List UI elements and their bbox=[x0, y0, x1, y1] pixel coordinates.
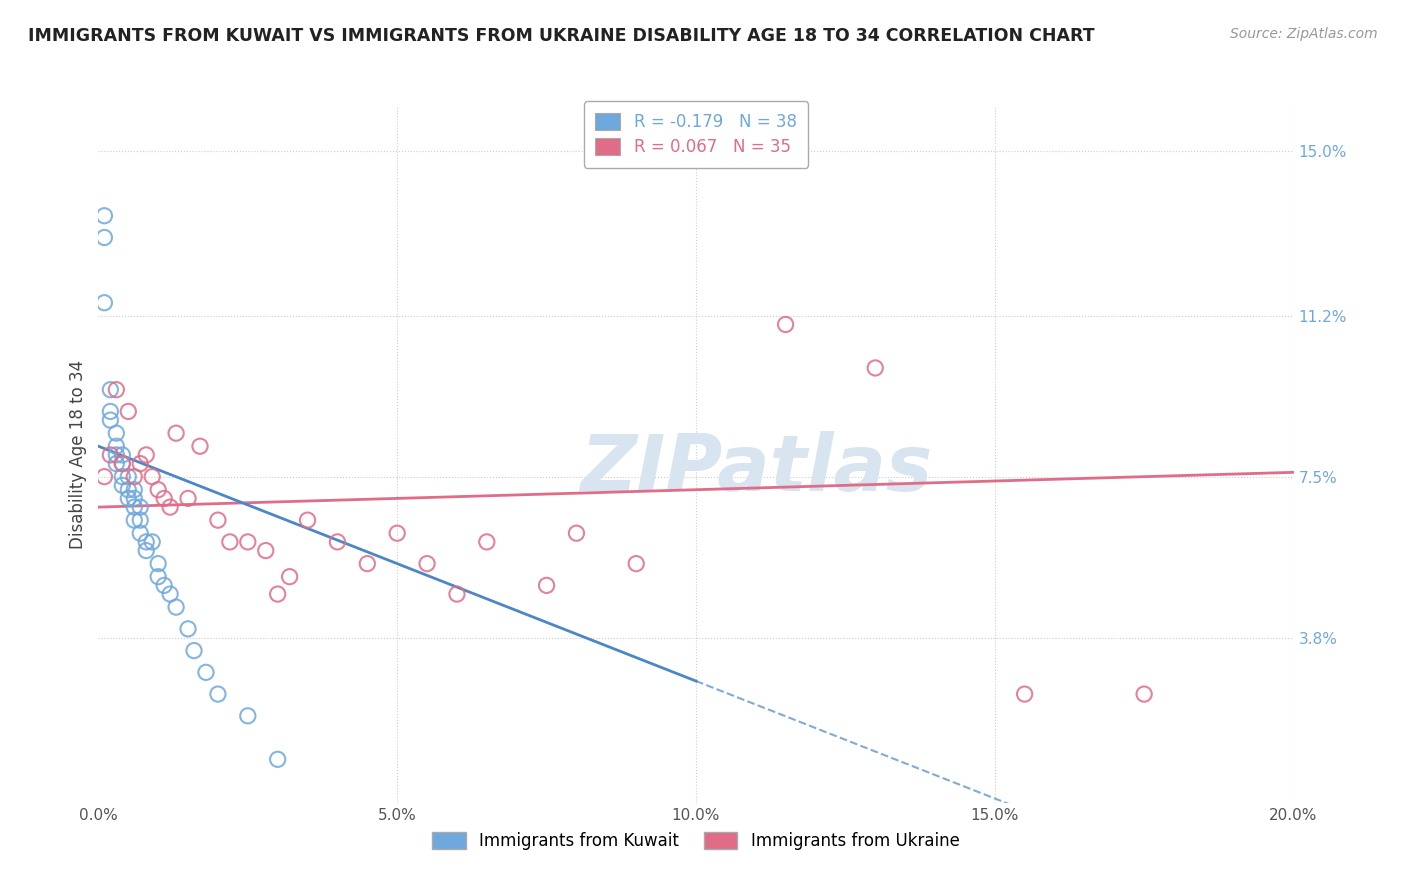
Point bbox=[141, 534, 163, 549]
Point bbox=[117, 404, 139, 418]
Point bbox=[129, 526, 152, 541]
Point bbox=[111, 478, 134, 492]
Point bbox=[141, 469, 163, 483]
Point bbox=[105, 426, 128, 441]
Point bbox=[148, 557, 170, 571]
Point bbox=[446, 587, 468, 601]
Point bbox=[105, 448, 128, 462]
Legend: Immigrants from Kuwait, Immigrants from Ukraine: Immigrants from Kuwait, Immigrants from … bbox=[426, 826, 966, 857]
Point bbox=[626, 557, 648, 571]
Point bbox=[236, 708, 259, 723]
Y-axis label: Disability Age 18 to 34: Disability Age 18 to 34 bbox=[69, 360, 87, 549]
Point bbox=[153, 578, 176, 592]
Point bbox=[98, 404, 122, 418]
Point bbox=[219, 534, 242, 549]
Point bbox=[148, 483, 170, 497]
Point bbox=[565, 526, 588, 541]
Point bbox=[865, 360, 887, 375]
Point bbox=[475, 534, 498, 549]
Point bbox=[105, 439, 128, 453]
Point bbox=[267, 752, 290, 766]
Point bbox=[177, 491, 200, 506]
Point bbox=[111, 457, 134, 471]
Point bbox=[195, 665, 218, 680]
Text: Source: ZipAtlas.com: Source: ZipAtlas.com bbox=[1230, 27, 1378, 41]
Point bbox=[124, 491, 146, 506]
Point bbox=[98, 413, 122, 427]
Point bbox=[165, 426, 187, 441]
Point bbox=[326, 534, 349, 549]
Point bbox=[111, 469, 134, 483]
Point bbox=[416, 557, 439, 571]
Point bbox=[135, 543, 157, 558]
Point bbox=[105, 383, 128, 397]
Point bbox=[148, 570, 170, 584]
Point bbox=[207, 687, 229, 701]
Point bbox=[124, 500, 146, 514]
Point bbox=[267, 587, 290, 601]
Point bbox=[775, 318, 797, 332]
Point bbox=[117, 491, 139, 506]
Point bbox=[159, 587, 181, 601]
Point bbox=[1014, 687, 1036, 701]
Point bbox=[129, 513, 152, 527]
Point bbox=[98, 383, 122, 397]
Point bbox=[117, 469, 139, 483]
Point bbox=[188, 439, 211, 453]
Point bbox=[105, 457, 128, 471]
Point bbox=[111, 448, 134, 462]
Point bbox=[124, 513, 146, 527]
Point bbox=[129, 500, 152, 514]
Point bbox=[159, 500, 181, 514]
Point bbox=[207, 513, 229, 527]
Point bbox=[385, 526, 409, 541]
Point bbox=[254, 543, 277, 558]
Point bbox=[135, 534, 157, 549]
Point bbox=[135, 448, 157, 462]
Point bbox=[177, 622, 200, 636]
Point bbox=[93, 469, 115, 483]
Point bbox=[98, 448, 122, 462]
Point bbox=[278, 570, 301, 584]
Point bbox=[165, 600, 187, 615]
Point bbox=[236, 534, 259, 549]
Point bbox=[93, 230, 115, 244]
Point bbox=[129, 457, 152, 471]
Point bbox=[356, 557, 378, 571]
Point bbox=[124, 483, 146, 497]
Point bbox=[124, 469, 146, 483]
Text: IMMIGRANTS FROM KUWAIT VS IMMIGRANTS FROM UKRAINE DISABILITY AGE 18 TO 34 CORREL: IMMIGRANTS FROM KUWAIT VS IMMIGRANTS FRO… bbox=[28, 27, 1095, 45]
Point bbox=[93, 295, 115, 310]
Point bbox=[153, 491, 176, 506]
Point bbox=[117, 483, 139, 497]
Point bbox=[1133, 687, 1156, 701]
Point bbox=[536, 578, 558, 592]
Text: ZIPatlas: ZIPatlas bbox=[579, 431, 932, 507]
Point bbox=[297, 513, 319, 527]
Point bbox=[93, 209, 115, 223]
Point bbox=[183, 643, 205, 657]
Point bbox=[111, 457, 134, 471]
